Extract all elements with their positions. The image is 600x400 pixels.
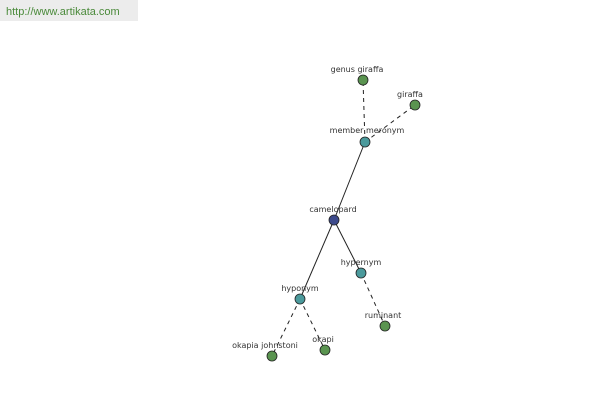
edge [299, 219, 335, 300]
node[interactable] [266, 350, 278, 362]
edge [271, 298, 301, 357]
node-label: giraffa [397, 90, 423, 99]
labels: camelopard member meronym genus giraffa … [232, 65, 423, 350]
node[interactable] [328, 214, 340, 226]
edge [299, 298, 326, 351]
node[interactable] [355, 267, 367, 279]
node[interactable] [379, 320, 391, 332]
edge [364, 104, 416, 143]
node-label: hyponym [281, 284, 319, 293]
node-label: member meronym [330, 126, 405, 135]
node-label: okapi [312, 335, 334, 344]
url-bar [0, 0, 138, 21]
node-label: camelopard [309, 205, 356, 214]
url-link[interactable]: http://www.artikata.com [6, 6, 120, 18]
edge [362, 79, 366, 143]
node-label: genus giraffa [331, 65, 384, 74]
node-label: okapia johnstoni [232, 341, 298, 350]
node[interactable] [357, 74, 369, 86]
node[interactable] [409, 99, 421, 111]
edge [333, 219, 362, 274]
node[interactable] [359, 136, 371, 148]
node-label: hypernym [341, 258, 382, 267]
edges [271, 79, 416, 357]
node[interactable] [319, 344, 331, 356]
nodes [266, 74, 421, 362]
node-label: ruminant [365, 311, 402, 320]
edge [360, 272, 386, 327]
edge [333, 141, 366, 221]
node[interactable] [294, 293, 306, 305]
